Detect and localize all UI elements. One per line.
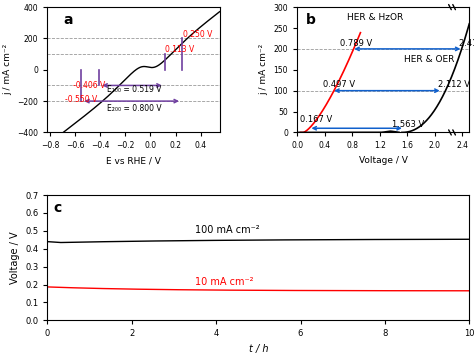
Text: E₂₀₀ = 0.800 V: E₂₀₀ = 0.800 V [107,104,162,113]
X-axis label: t / h: t / h [248,344,268,354]
Text: 0.250 V: 0.250 V [182,30,212,39]
Text: 0.167 V: 0.167 V [300,115,332,124]
Text: 0.789 V: 0.789 V [340,38,372,48]
Y-axis label: Voltage / V: Voltage / V [9,231,19,284]
Y-axis label: j / mA cm⁻²: j / mA cm⁻² [3,44,12,95]
Text: c: c [54,201,62,215]
Text: 1.563 V: 1.563 V [392,120,424,129]
Text: a: a [63,14,73,27]
Text: HER & HzOR: HER & HzOR [346,14,403,22]
Text: b: b [306,14,316,27]
Text: E₁₀₀ = 0.519 V: E₁₀₀ = 0.519 V [107,85,161,94]
Text: HER & OER: HER & OER [404,55,454,64]
Y-axis label: j / mA cm⁻²: j / mA cm⁻² [259,44,268,95]
Text: 100 mA cm⁻²: 100 mA cm⁻² [195,225,260,235]
Text: -0.406 V: -0.406 V [73,81,105,90]
Text: 2.414 V: 2.414 V [459,38,474,48]
X-axis label: Voltage / V: Voltage / V [359,156,408,165]
Text: 0.497 V: 0.497 V [323,80,356,89]
Text: -0.550 V: -0.550 V [65,95,97,104]
Text: 0.113 V: 0.113 V [165,45,194,54]
Text: 10 mA cm⁻²: 10 mA cm⁻² [195,277,254,288]
X-axis label: E vs RHE / V: E vs RHE / V [106,156,161,165]
Text: 2.112 V: 2.112 V [438,80,470,89]
